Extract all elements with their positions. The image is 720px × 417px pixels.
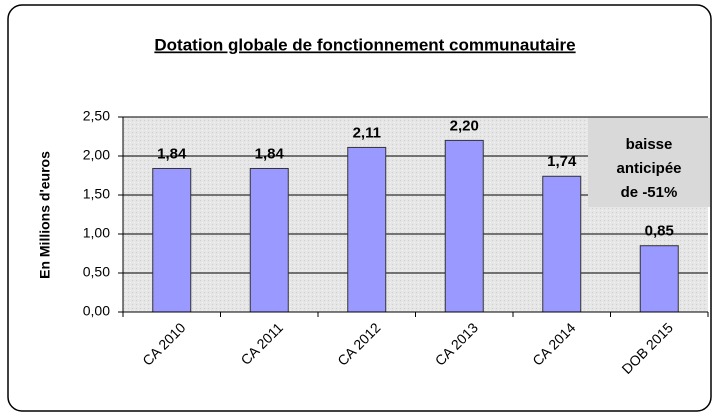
y-tick-label: 1,00	[83, 225, 110, 241]
bar	[347, 146, 387, 313]
value-label: 1,74	[547, 153, 577, 170]
y-tick-label: 1,50	[83, 186, 110, 202]
value-label: 1,84	[157, 145, 187, 162]
bar	[444, 139, 484, 313]
annotation-box	[588, 118, 710, 207]
value-label: 2,11	[353, 124, 381, 141]
y-tick-label: 0,00	[83, 303, 110, 319]
annotation-line: anticipée	[616, 160, 681, 177]
bar	[152, 167, 192, 313]
value-label: 2,20	[450, 117, 479, 134]
y-tick-label: 0,50	[83, 264, 110, 280]
bar	[542, 175, 582, 313]
bar	[249, 167, 289, 313]
annotation: baisse anticipée de -51%	[588, 118, 710, 207]
y-tick-label: 2,50	[83, 108, 110, 124]
value-label: 0,85	[645, 223, 674, 240]
y-axis-title: En Millions d'euros	[37, 151, 53, 279]
chart-title: Dotation globale de fonctionnement commu…	[154, 35, 575, 54]
y-tick-label: 2,00	[83, 147, 110, 163]
annotation-line: de -51%	[621, 184, 678, 201]
annotation-line: baisse	[626, 136, 673, 153]
bar	[639, 245, 679, 313]
value-label: 1,84	[255, 145, 285, 162]
